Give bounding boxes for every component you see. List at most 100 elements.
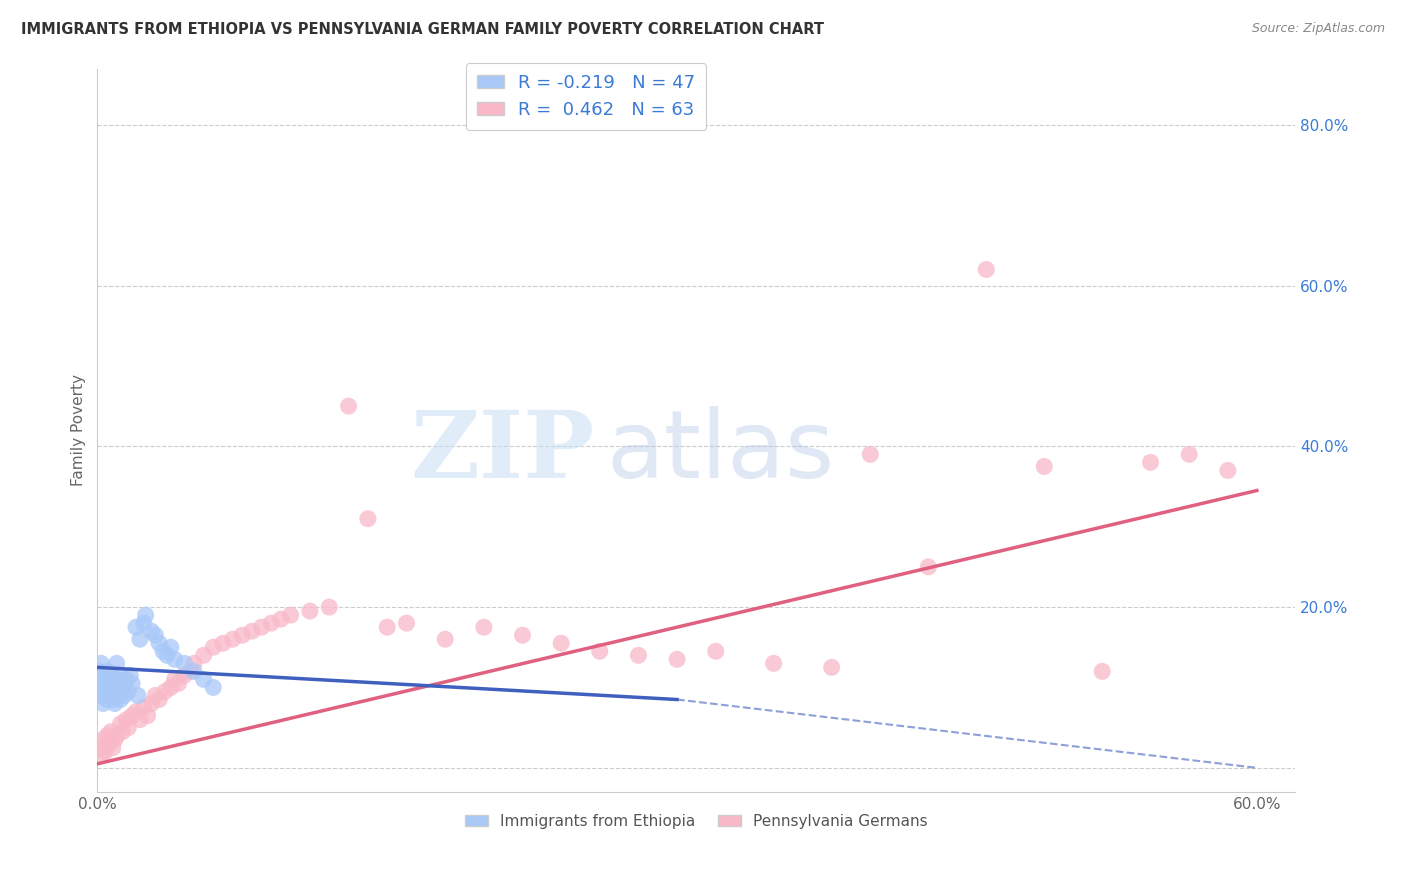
Point [357,511,380,525]
Point [395,616,418,631]
Point [148,692,170,706]
Point [221,632,243,647]
Point [1033,459,1056,474]
Point [152,644,174,658]
Point [97,689,120,703]
Point [163,652,186,666]
Point [135,608,157,623]
Point [105,673,128,687]
Point [132,616,155,631]
Point [104,697,127,711]
Point [111,681,134,695]
Point [202,640,225,655]
Point [110,692,132,706]
Point [96,665,118,679]
Point [115,673,138,687]
Point [298,604,321,618]
Point [193,673,215,687]
Point [472,620,495,634]
Point [1091,665,1114,679]
Point [762,657,785,671]
Point [90,657,112,671]
Point [111,724,134,739]
Point [89,740,111,755]
Point [97,673,120,687]
Point [127,689,149,703]
Y-axis label: Family Poverty: Family Poverty [72,375,86,486]
Point [91,681,114,695]
Point [91,732,114,747]
Point [110,716,132,731]
Point [1139,455,1161,469]
Point [974,262,997,277]
Point [105,657,128,671]
Point [143,689,166,703]
Point [128,713,150,727]
Point [94,684,117,698]
Point [143,628,166,642]
Point [105,729,128,743]
Point [550,636,572,650]
Point [112,689,135,703]
Point [104,732,127,747]
Point [94,745,117,759]
Point [859,447,882,461]
Point [91,668,114,682]
Point [159,640,181,655]
Point [260,616,283,631]
Point [101,692,124,706]
Point [120,668,142,682]
Point [434,632,457,647]
Point [90,748,112,763]
Point [90,673,112,687]
Point [148,636,170,650]
Point [821,660,844,674]
Text: atlas: atlas [606,406,835,498]
Point [104,681,127,695]
Point [318,600,340,615]
Point [121,708,143,723]
Point [100,684,122,698]
Point [173,668,195,682]
Point [141,624,163,639]
Point [110,668,132,682]
Point [179,665,201,679]
Point [121,676,143,690]
Point [153,684,176,698]
Point [589,644,612,658]
Point [117,721,139,735]
Point [202,681,225,695]
Point [115,713,138,727]
Point [100,668,122,682]
Point [917,560,939,574]
Text: IMMIGRANTS FROM ETHIOPIA VS PENNSYLVANIA GERMAN FAMILY POVERTY CORRELATION CHART: IMMIGRANTS FROM ETHIOPIA VS PENNSYLVANIA… [21,22,824,37]
Point [107,684,129,698]
Point [212,636,235,650]
Point [96,681,118,695]
Point [90,689,112,703]
Point [666,652,689,666]
Legend: Immigrants from Ethiopia, Pennsylvania Germans: Immigrants from Ethiopia, Pennsylvania G… [458,808,934,835]
Point [125,620,148,634]
Point [101,740,124,755]
Point [94,676,117,690]
Point [100,724,122,739]
Point [101,676,124,690]
Point [231,628,253,642]
Point [250,620,273,634]
Point [1178,447,1201,461]
Point [183,657,205,671]
Point [627,648,650,663]
Point [128,632,150,647]
Point [141,697,163,711]
Text: Source: ZipAtlas.com: Source: ZipAtlas.com [1251,22,1385,36]
Point [136,708,159,723]
Point [89,665,111,679]
Point [270,612,292,626]
Point [240,624,263,639]
Point [704,644,727,658]
Point [193,648,215,663]
Point [97,737,120,751]
Point [125,705,148,719]
Point [96,729,118,743]
